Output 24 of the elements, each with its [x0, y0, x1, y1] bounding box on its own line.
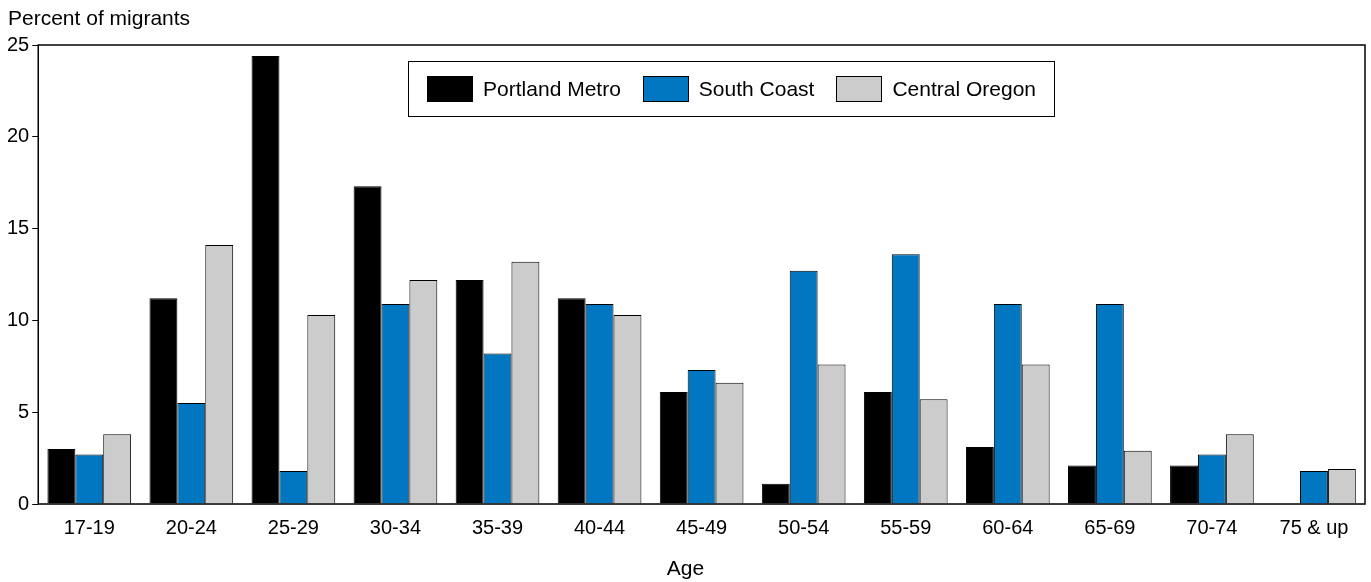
x-tick-label: 55-59: [880, 515, 932, 538]
legend-label: Central Oregon: [892, 77, 1036, 101]
y-tick-label: 10: [7, 307, 30, 330]
x-tick-label: 35-39: [471, 515, 524, 538]
x-axis-title: Age: [665, 556, 706, 580]
x-tick-label: 40-44: [573, 515, 626, 538]
x-tick-label: 65-69: [1084, 515, 1136, 538]
x-tick-label: 17-19: [63, 515, 115, 538]
x-tick-label: 20-24: [165, 515, 217, 538]
y-axis-title: Percent of migrants: [8, 6, 191, 30]
y-tick-label: 15: [7, 216, 30, 239]
x-tick-label: 60-64: [982, 515, 1034, 538]
legend-label: South Coast: [698, 77, 815, 101]
y-tick-label: 5: [18, 399, 30, 422]
legend-label: Portland Metro: [483, 77, 621, 101]
x-tick-label: 50-54: [778, 515, 830, 538]
y-tick-label: 25: [7, 32, 30, 55]
x-tick-label: 30-34: [369, 515, 422, 538]
x-tick-label: 70-74: [1186, 515, 1238, 538]
y-tick-label: 0: [18, 491, 30, 514]
x-tick-label: 45-49: [676, 515, 728, 538]
x-tick-label: 25-29: [267, 515, 319, 538]
y-tick-label: 20: [7, 124, 30, 147]
x-tick-label: 75 & up: [1279, 515, 1349, 538]
